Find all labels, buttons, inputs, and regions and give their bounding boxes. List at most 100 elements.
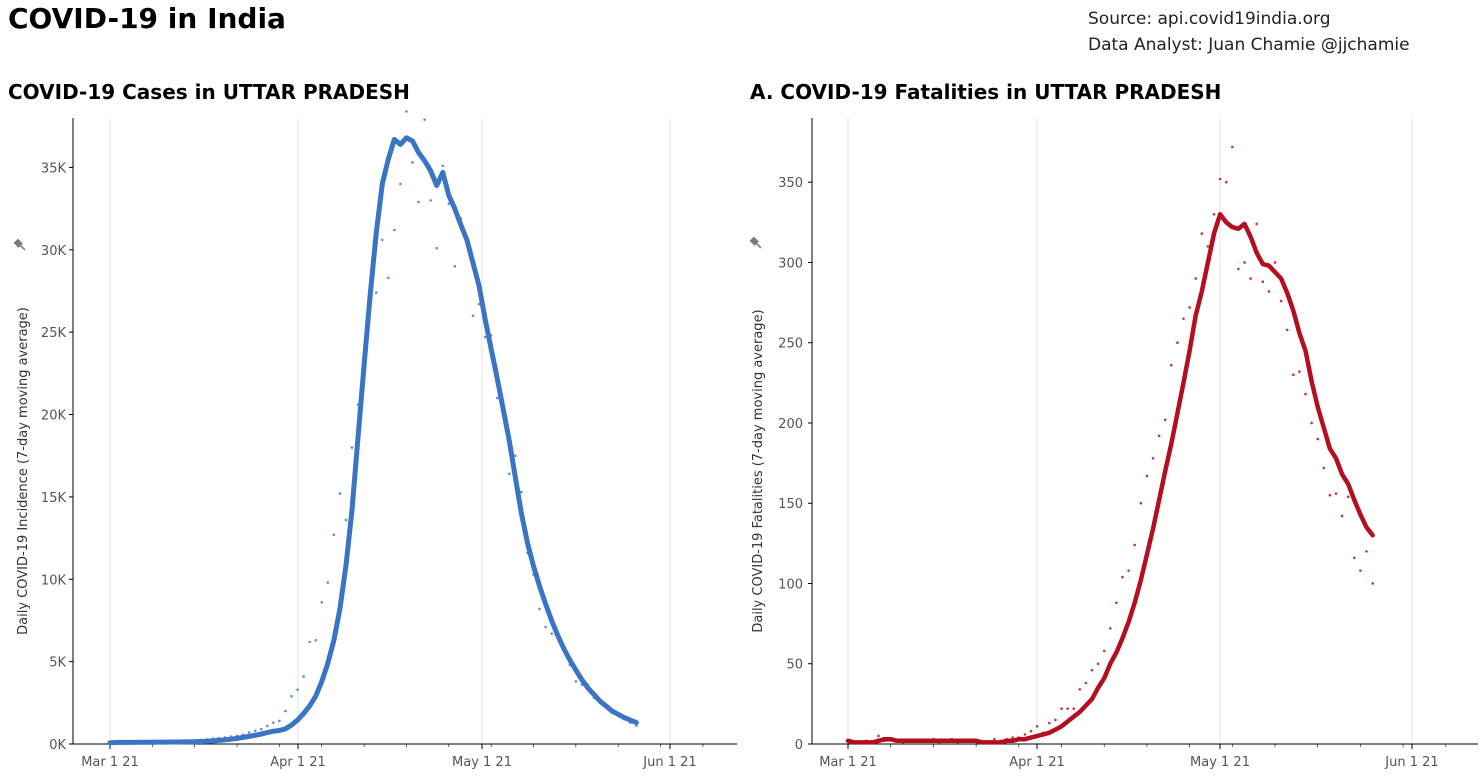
daily-point <box>380 238 384 242</box>
source-line: Source: api.covid19india.org <box>1088 9 1331 29</box>
daily-point <box>1304 392 1307 396</box>
daily-point <box>1298 370 1301 373</box>
daily-point <box>538 607 541 611</box>
daily-point <box>635 724 638 728</box>
y-tick-label: 100 <box>778 577 803 592</box>
daily-point <box>1048 721 1051 725</box>
cases-chart-title: COVID-19 Cases in UTTAR PRADESH <box>8 80 410 104</box>
pin-icon-needle <box>756 243 762 249</box>
daily-point <box>544 625 547 629</box>
daily-point <box>1371 582 1374 585</box>
daily-point <box>1157 434 1161 438</box>
daily-point <box>495 396 499 400</box>
fatalities-chart-title: A. COVID-19 Fatalities in UTTAR PRADESH <box>750 80 1222 104</box>
y-tick-label: 25K <box>41 326 67 341</box>
cases-chart: Mar 1 21 Apr 1 21 May 1 21 Jun 1 21 0K 5K 10K 1… <box>13 110 737 770</box>
x-tick-label: Apr 1 21 <box>1009 755 1065 770</box>
moving-average-line <box>845 212 1375 745</box>
daily-point <box>314 638 318 642</box>
daily-point <box>435 246 439 250</box>
pin-icon <box>749 236 762 249</box>
daily-point <box>1078 688 1082 691</box>
daily-point <box>1279 299 1283 303</box>
x-tick-label: Mar 1 21 <box>81 755 139 770</box>
daily-point <box>520 490 523 494</box>
daily-point <box>477 302 481 306</box>
daily-point <box>550 632 553 635</box>
y-tick-label: 200 <box>778 417 803 432</box>
daily-point <box>1090 668 1094 672</box>
y-tick-label: 300 <box>778 256 803 271</box>
daily-point <box>1029 729 1033 733</box>
daily-point <box>1316 437 1319 441</box>
daily-point <box>338 492 342 495</box>
daily-point <box>393 228 396 232</box>
daily-point <box>417 200 420 204</box>
daily-point <box>1072 707 1075 710</box>
daily-point <box>1243 261 1246 264</box>
daily-point <box>278 719 281 723</box>
y-tick-label: 15K <box>41 491 67 506</box>
daily-point <box>483 335 487 339</box>
daily-point <box>1035 725 1039 728</box>
daily-point <box>1346 495 1350 499</box>
daily-point <box>1133 543 1136 547</box>
x-tick-label: Mar 1 21 <box>819 755 877 770</box>
daily-point <box>1084 681 1088 685</box>
y-tick-label: 350 <box>778 176 803 191</box>
daily-point <box>1249 277 1252 280</box>
y-tick-label: 5K <box>49 656 66 671</box>
y-tick-label: 250 <box>778 337 803 352</box>
daily-point <box>471 314 475 317</box>
daily-point <box>1261 280 1265 284</box>
daily-point <box>1224 180 1228 184</box>
y-tick-label: 30K <box>41 244 67 259</box>
x-tick-label: Jun 1 21 <box>1384 755 1438 770</box>
daily-point <box>1285 328 1289 332</box>
daily-point <box>1267 290 1271 293</box>
daily-point <box>253 729 257 733</box>
daily-point <box>308 640 311 644</box>
pin-icon-needle <box>20 245 26 251</box>
y-tick-label: 0K <box>49 738 66 753</box>
daily-point <box>1127 569 1130 572</box>
daily-point <box>272 721 275 724</box>
daily-point <box>1310 421 1313 425</box>
daily-point <box>1365 550 1368 553</box>
source-note: Source: api.covid19india.org Data Analys… <box>1088 6 1410 58</box>
pin-icon-head <box>13 238 23 248</box>
daily-point <box>1023 733 1027 736</box>
daily-point <box>290 694 293 698</box>
y-tick-label: 150 <box>778 497 803 512</box>
daily-point <box>1182 317 1185 320</box>
daily-point <box>1011 736 1014 739</box>
y-tick-label: 35K <box>41 161 67 176</box>
daily-point <box>1170 363 1173 367</box>
daily-point <box>1054 718 1057 722</box>
daily-point <box>1096 662 1100 666</box>
y-tick-label: 0 <box>795 738 803 753</box>
daily-point <box>1237 267 1240 271</box>
daily-point <box>1322 466 1326 470</box>
daily-point <box>1139 501 1143 505</box>
x-tick-label: May 1 21 <box>452 755 512 770</box>
daily-point <box>387 276 390 280</box>
daily-point <box>284 709 287 713</box>
daily-point <box>1231 145 1234 149</box>
daily-point <box>1115 601 1118 605</box>
daily-point <box>1218 177 1222 181</box>
daily-point <box>302 675 305 678</box>
y-tick-label: 20K <box>41 409 67 424</box>
daily-point <box>514 454 517 458</box>
analyst-line: Data Analyst: Juan Chamie @jjchamie <box>1088 35 1410 55</box>
daily-point <box>405 110 408 113</box>
daily-point <box>374 291 378 294</box>
y-axis-label: Daily COVID-19 Incidence (7-day moving a… <box>16 307 31 635</box>
daily-point <box>441 164 445 168</box>
daily-point <box>429 199 432 202</box>
daily-point <box>1334 492 1338 495</box>
daily-point <box>326 581 330 584</box>
daily-point <box>1163 418 1167 422</box>
daily-point <box>296 688 299 691</box>
